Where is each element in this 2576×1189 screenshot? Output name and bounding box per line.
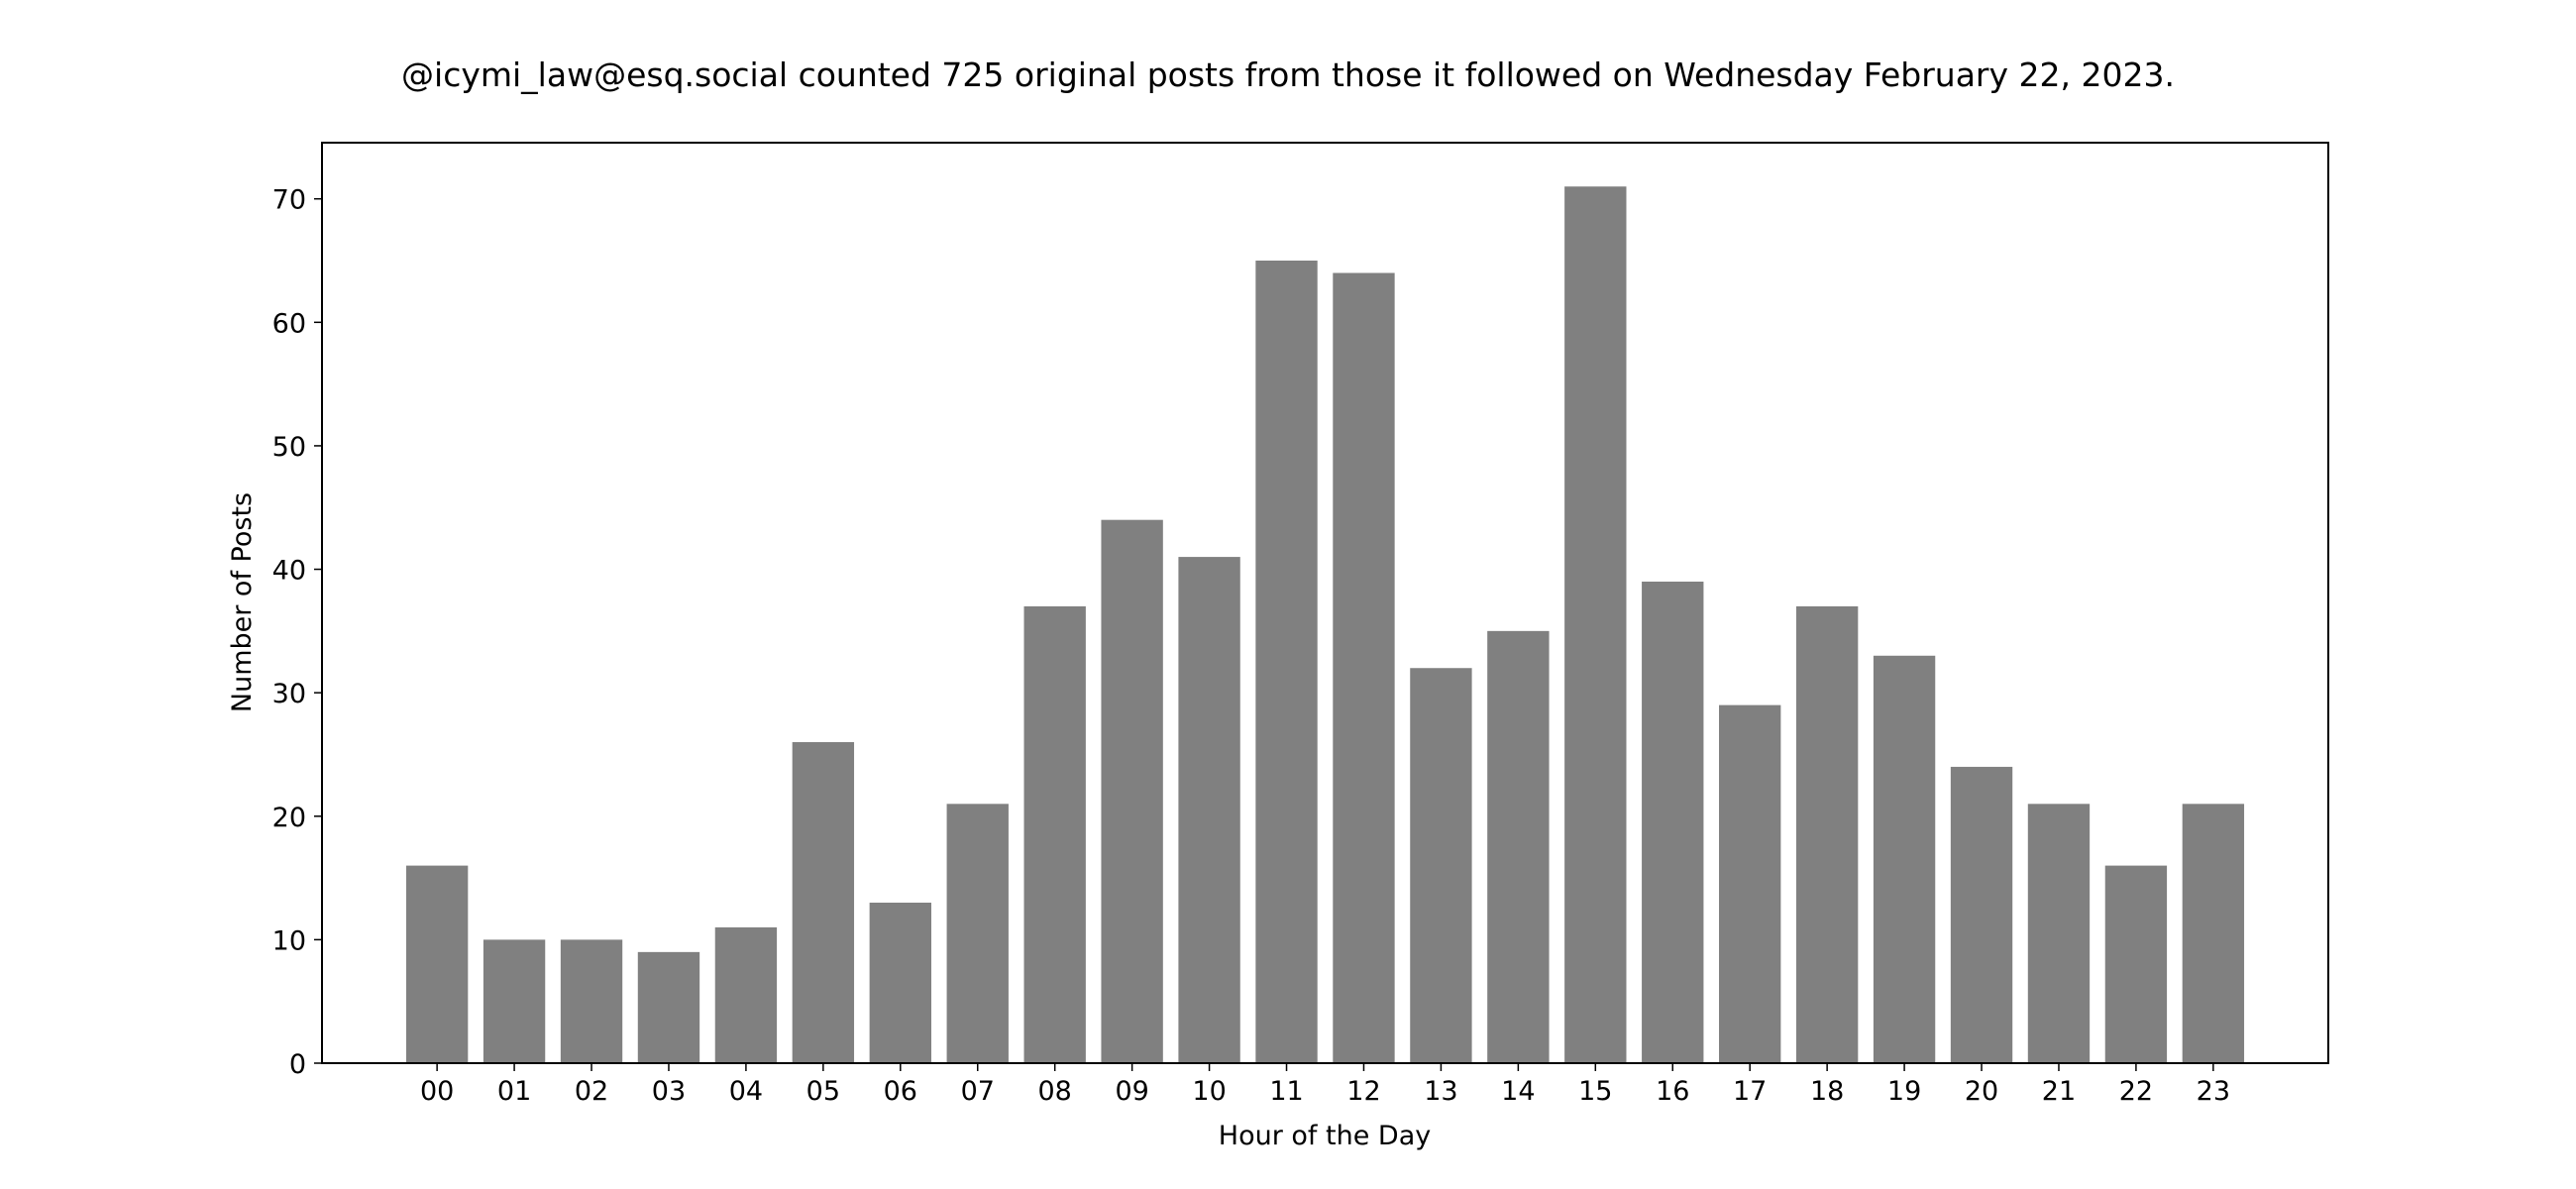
y-tick-label: 30	[272, 679, 306, 709]
x-tick-label: 17	[1733, 1076, 1767, 1107]
y-tick-label: 70	[272, 185, 306, 216]
x-axis-ticks: 00 01 02 03 04 05 06 07 08 09 10 11 12 13 14 15 16 17 18 19…	[420, 1063, 2230, 1107]
plot-frame	[321, 142, 2329, 1064]
bar-06	[869, 903, 931, 1063]
x-tick-label: 09	[1115, 1076, 1148, 1107]
x-tick-label: 13	[1424, 1076, 1457, 1107]
x-tick-label: 12	[1346, 1076, 1380, 1107]
x-tick-label: 10	[1192, 1076, 1226, 1107]
bar-11	[1255, 261, 1318, 1063]
y-tick-label: 60	[272, 308, 306, 339]
bar-18	[1795, 605, 1859, 1063]
y-tick-label: 20	[272, 803, 306, 833]
bar-22	[2104, 865, 2168, 1063]
bar-17	[1719, 704, 1781, 1063]
x-tick-label: 18	[1810, 1076, 1844, 1107]
chart-title: @icymi_law@esq.social counted 725 origin…	[401, 55, 2175, 94]
y-axis-label: Number of Posts	[227, 492, 258, 712]
x-tick-label: 02	[575, 1076, 608, 1107]
bar-16	[1642, 582, 1704, 1063]
x-tick-label: 03	[652, 1076, 686, 1107]
bar-23	[2182, 804, 2245, 1063]
bar-07	[946, 804, 1009, 1063]
x-axis-label: Hour of the Day	[1219, 1121, 1431, 1151]
bar-05	[792, 742, 855, 1063]
bar-14	[1487, 630, 1550, 1063]
bar-10	[1178, 557, 1240, 1063]
x-tick-label: 23	[2197, 1076, 2230, 1107]
x-tick-label: 05	[806, 1076, 840, 1107]
x-tick-label: 04	[729, 1076, 763, 1107]
y-tick-label: 10	[272, 925, 306, 956]
bar-02	[560, 939, 623, 1063]
x-tick-label: 21	[2042, 1076, 2076, 1107]
x-tick-label: 11	[1269, 1076, 1303, 1107]
bar-13	[1410, 668, 1472, 1063]
y-tick-label: 40	[272, 556, 306, 587]
x-tick-label: 14	[1501, 1076, 1535, 1107]
x-tick-label: 06	[884, 1076, 917, 1107]
bar-21	[2027, 804, 2091, 1063]
x-tick-label: 16	[1656, 1076, 1689, 1107]
x-tick-label: 20	[1965, 1076, 1998, 1107]
bar-03	[637, 951, 700, 1063]
x-tick-label: 01	[497, 1076, 531, 1107]
x-tick-label: 19	[1887, 1076, 1921, 1107]
x-tick-label: 00	[420, 1076, 454, 1107]
bar-01	[483, 939, 546, 1063]
bar-19	[1873, 655, 1936, 1063]
bar-12	[1333, 272, 1395, 1063]
bars-group	[405, 186, 2245, 1063]
y-tick-label: 0	[289, 1049, 306, 1080]
bar-00	[405, 865, 469, 1063]
bar-09	[1101, 519, 1163, 1063]
bar-08	[1023, 605, 1086, 1063]
y-tick-label: 50	[272, 432, 306, 463]
x-tick-label: 07	[961, 1076, 995, 1107]
bar-15	[1564, 186, 1627, 1063]
x-tick-label: 15	[1578, 1076, 1612, 1107]
y-axis-ticks: 0 10 20 30 40 50 60 70	[272, 185, 322, 1080]
x-tick-label: 22	[2119, 1076, 2153, 1107]
x-tick-label: 08	[1038, 1076, 1072, 1107]
bar-04	[714, 926, 778, 1063]
bar-20	[1950, 766, 2013, 1063]
